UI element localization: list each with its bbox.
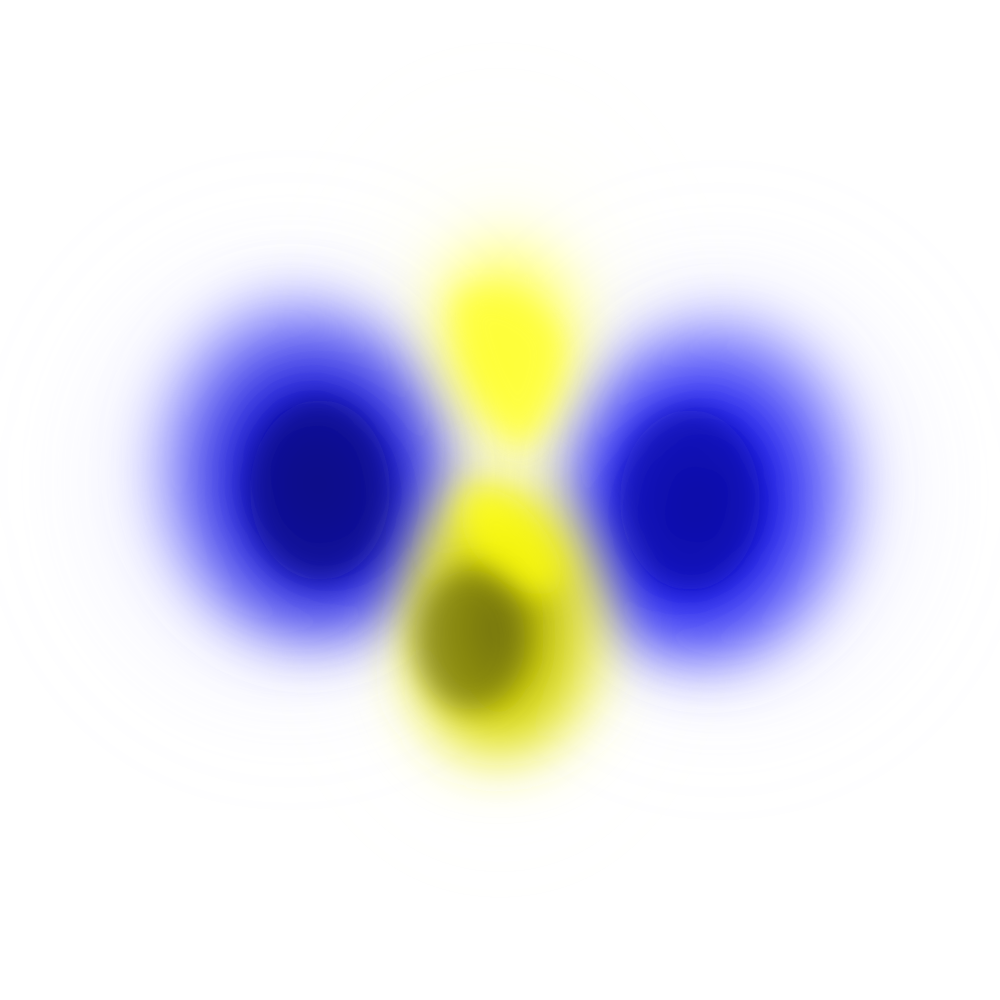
right-blue-core	[620, 410, 760, 590]
lower-yellow-shadow	[415, 570, 525, 710]
lower-yellow-highlight	[461, 488, 562, 595]
left-blue-core	[250, 400, 390, 580]
upper-yellow-highlight	[455, 292, 560, 450]
yellow-lobes	[408, 211, 612, 760]
blue-lobes	[148, 291, 867, 669]
